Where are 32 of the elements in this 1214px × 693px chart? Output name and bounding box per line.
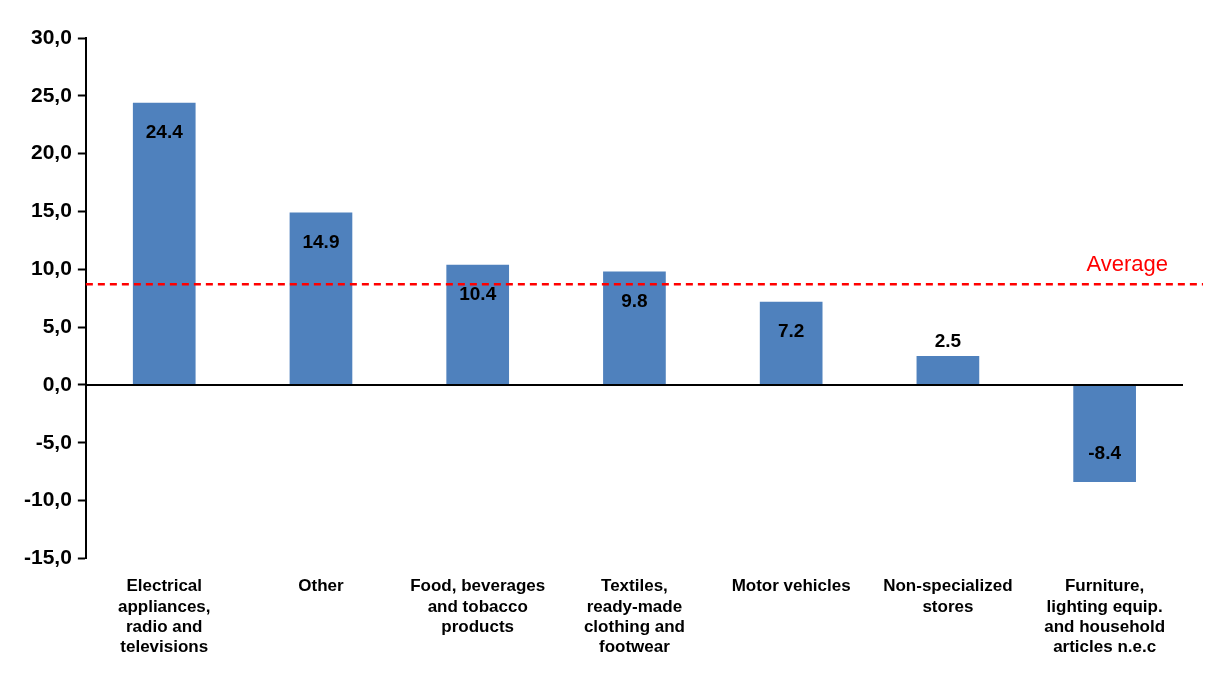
bar bbox=[916, 356, 980, 385]
bar bbox=[446, 264, 510, 385]
bar bbox=[289, 212, 353, 385]
data-label: 14.9 bbox=[302, 230, 340, 252]
bar bbox=[759, 301, 823, 385]
data-label: 7.2 bbox=[777, 319, 805, 341]
x-tick-label: Electrical appliances, radio and televisions bbox=[117, 576, 211, 657]
data-label: 9.8 bbox=[621, 289, 648, 311]
y-tick-label: 15,0 bbox=[30, 198, 72, 222]
x-tick-label: Textiles, ready-made clothing and footwear bbox=[583, 576, 685, 657]
y-tick-label: 25,0 bbox=[30, 82, 72, 106]
data-label: 10.4 bbox=[459, 282, 497, 304]
x-tick-label: Food, beverages and tobacco products bbox=[410, 576, 546, 637]
x-tick-label: Furniture, lighting equip. and household articles n.e.c bbox=[1044, 576, 1166, 657]
x-tick-label: Motor vehicles bbox=[731, 576, 851, 596]
bar bbox=[603, 271, 666, 385]
y-tick-label: 30,0 bbox=[30, 24, 72, 48]
data-label: 24.4 bbox=[145, 121, 184, 142]
data-label: 2.5 bbox=[934, 330, 962, 352]
y-tick-label: -15,0 bbox=[23, 545, 72, 569]
data-label: -8.4 bbox=[1088, 442, 1122, 464]
y-tick-label: -5,0 bbox=[35, 429, 72, 453]
y-tick-label: 0,0 bbox=[42, 371, 72, 395]
y-tick-label: 10,0 bbox=[30, 256, 72, 280]
y-tick-label: 20,0 bbox=[30, 140, 72, 164]
ref-line-label: Average bbox=[1086, 251, 1168, 277]
bar bbox=[132, 102, 196, 385]
y-tick-label: 5,0 bbox=[42, 313, 72, 337]
y-tick-label: -10,0 bbox=[23, 487, 72, 511]
x-tick-label: Non-specialized stores bbox=[883, 576, 1013, 616]
x-tick-label: Other bbox=[298, 576, 345, 596]
bar bbox=[1073, 385, 1136, 483]
